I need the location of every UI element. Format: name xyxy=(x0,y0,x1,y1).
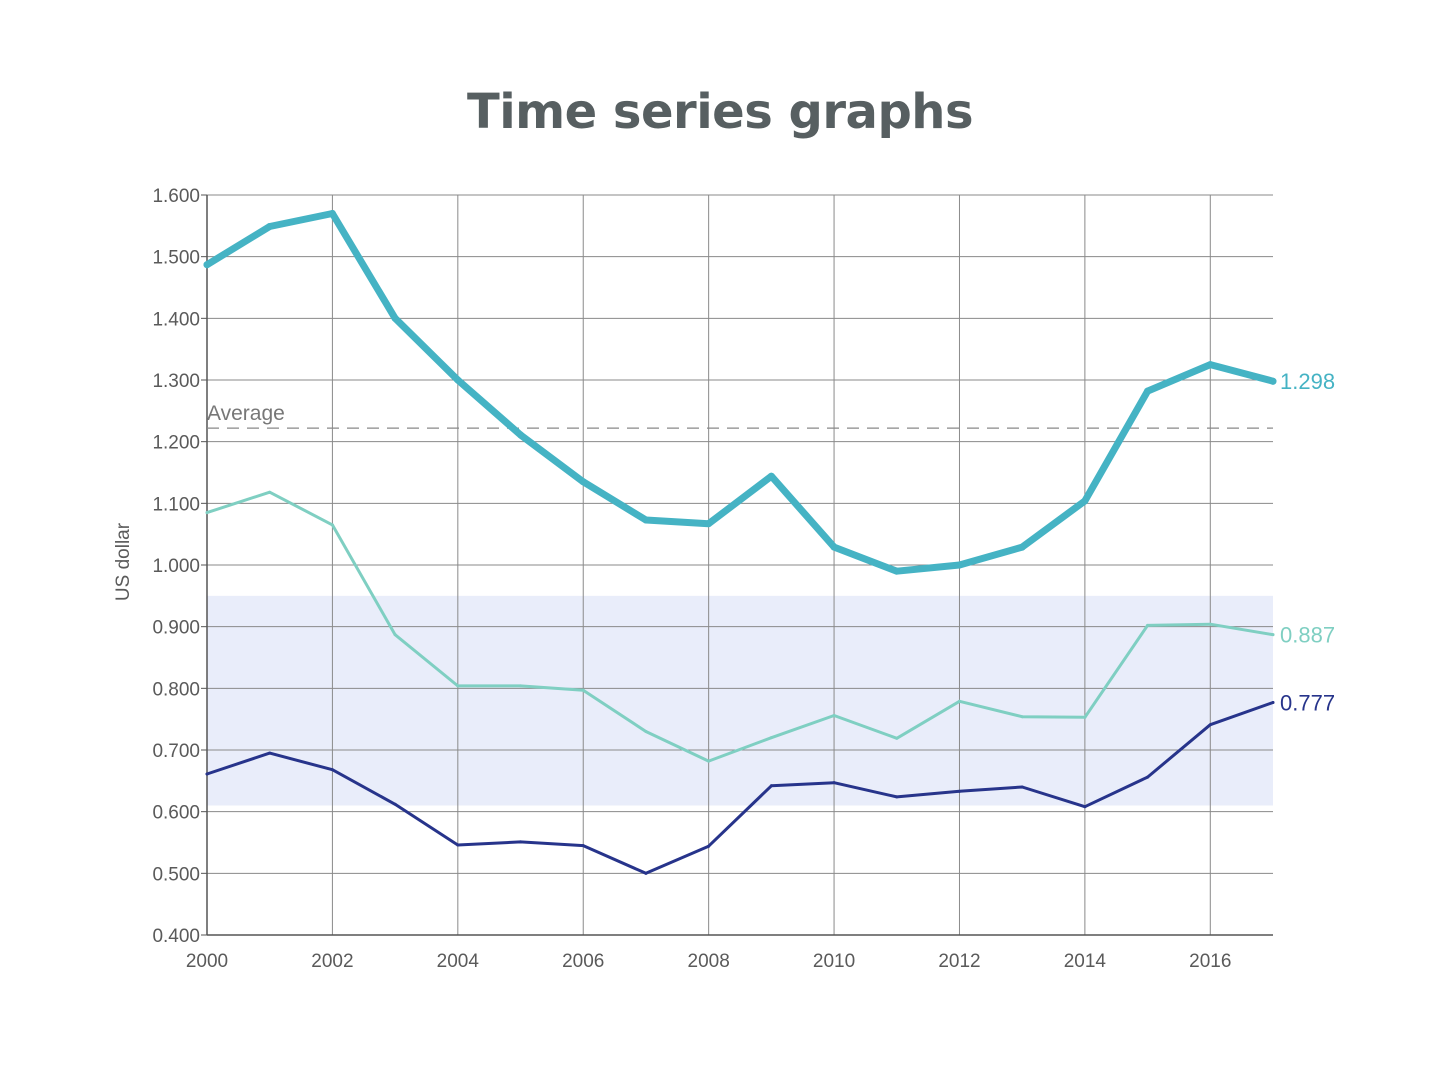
data-point xyxy=(1208,723,1212,727)
data-point xyxy=(1144,387,1152,395)
data-point xyxy=(832,713,836,717)
grid xyxy=(206,194,1273,936)
y-tick-label: 0.400 xyxy=(152,926,200,947)
data-point xyxy=(955,561,963,569)
data-point xyxy=(895,795,899,799)
x-tick-label: 2004 xyxy=(437,951,480,972)
y-tick-label: 0.500 xyxy=(152,864,200,885)
data-point xyxy=(1206,361,1214,369)
data-point xyxy=(957,789,961,793)
chart-title: Time series graphs xyxy=(466,84,974,140)
data-point xyxy=(268,490,272,494)
data-point xyxy=(642,516,650,524)
data-point xyxy=(707,844,711,848)
data-point xyxy=(454,376,462,384)
x-tick-labels: 2000 2002 2004 2006 2008 2010 2012 2014 2016 xyxy=(186,951,1232,972)
data-point xyxy=(391,314,399,322)
data-point xyxy=(1269,377,1277,385)
data-point xyxy=(1020,715,1024,719)
y-tick-label: 1.100 xyxy=(152,494,200,515)
y-tick-labels: 0.400 0.500 0.600 0.700 0.800 0.900 1.000 1.100… xyxy=(152,186,200,947)
data-point xyxy=(266,222,274,230)
data-point xyxy=(957,699,961,703)
data-point xyxy=(767,472,775,480)
data-point xyxy=(519,840,523,844)
data-point xyxy=(205,772,209,776)
y-tick-label: 1.200 xyxy=(152,433,200,454)
y-tick-label: 0.800 xyxy=(152,679,200,700)
data-point xyxy=(328,210,336,217)
y-tick-label: 0.900 xyxy=(152,618,200,639)
y-tick-label: 0.600 xyxy=(152,803,200,824)
y-tick-label: 1.300 xyxy=(152,371,200,392)
data-point xyxy=(205,511,209,515)
data-point xyxy=(895,736,899,740)
data-point xyxy=(330,768,334,772)
data-point xyxy=(519,684,523,688)
x-tick-label: 2012 xyxy=(938,951,980,972)
data-point xyxy=(1271,701,1275,705)
data-point xyxy=(1018,543,1026,551)
data-point xyxy=(579,478,587,486)
data-point xyxy=(393,633,397,637)
data-point xyxy=(581,844,585,848)
y-tick-label: 1.400 xyxy=(152,309,200,330)
data-point xyxy=(268,751,272,755)
data-point xyxy=(1081,497,1089,505)
x-tick-label: 2000 xyxy=(186,951,228,972)
x-tick-label: 2016 xyxy=(1189,951,1231,972)
series-group xyxy=(203,210,1277,875)
data-point xyxy=(1083,805,1087,809)
data-point xyxy=(830,543,838,551)
data-point xyxy=(644,871,648,875)
data-point xyxy=(644,730,648,733)
axes xyxy=(201,194,1273,936)
x-tick-label: 2010 xyxy=(813,951,855,972)
x-tick-label: 2014 xyxy=(1064,951,1107,972)
data-point xyxy=(769,784,773,788)
end-label-series-3: 0.777 xyxy=(1280,691,1335,716)
end-labels: 1.298 0.887 0.777 xyxy=(1280,369,1335,715)
data-point xyxy=(393,802,397,806)
x-tick-label: 2002 xyxy=(311,951,353,972)
series-line-2 xyxy=(205,490,1275,763)
end-label-series-2: 0.887 xyxy=(1280,623,1335,648)
data-point xyxy=(517,431,525,439)
data-point xyxy=(456,684,460,688)
data-point xyxy=(330,523,334,527)
y-tick-label: 1.000 xyxy=(152,556,200,577)
y-tick-label: 1.500 xyxy=(152,248,200,269)
series-line-3 xyxy=(205,701,1275,875)
data-point xyxy=(1208,622,1212,626)
y-tick-label: 1.600 xyxy=(152,186,200,207)
data-point xyxy=(1083,715,1087,719)
end-label-series-1: 1.298 xyxy=(1280,369,1335,394)
x-tick-label: 2006 xyxy=(562,951,604,972)
series-line-1 xyxy=(203,210,1277,575)
data-point xyxy=(1271,633,1275,637)
data-point xyxy=(456,843,460,847)
data-point xyxy=(769,736,773,740)
data-point xyxy=(705,520,713,528)
y-axis-title: US dollar xyxy=(113,522,134,601)
data-point xyxy=(893,567,901,575)
x-tick-label: 2008 xyxy=(688,951,730,972)
data-point xyxy=(1146,623,1150,627)
data-point xyxy=(203,261,211,269)
average-label: Average xyxy=(207,402,285,425)
data-point xyxy=(832,781,836,785)
data-point xyxy=(707,759,711,763)
data-point xyxy=(1146,775,1150,779)
y-tick-label: 0.700 xyxy=(152,741,200,762)
data-point xyxy=(581,688,585,692)
data-point xyxy=(1020,785,1024,789)
target-band xyxy=(207,595,1273,806)
